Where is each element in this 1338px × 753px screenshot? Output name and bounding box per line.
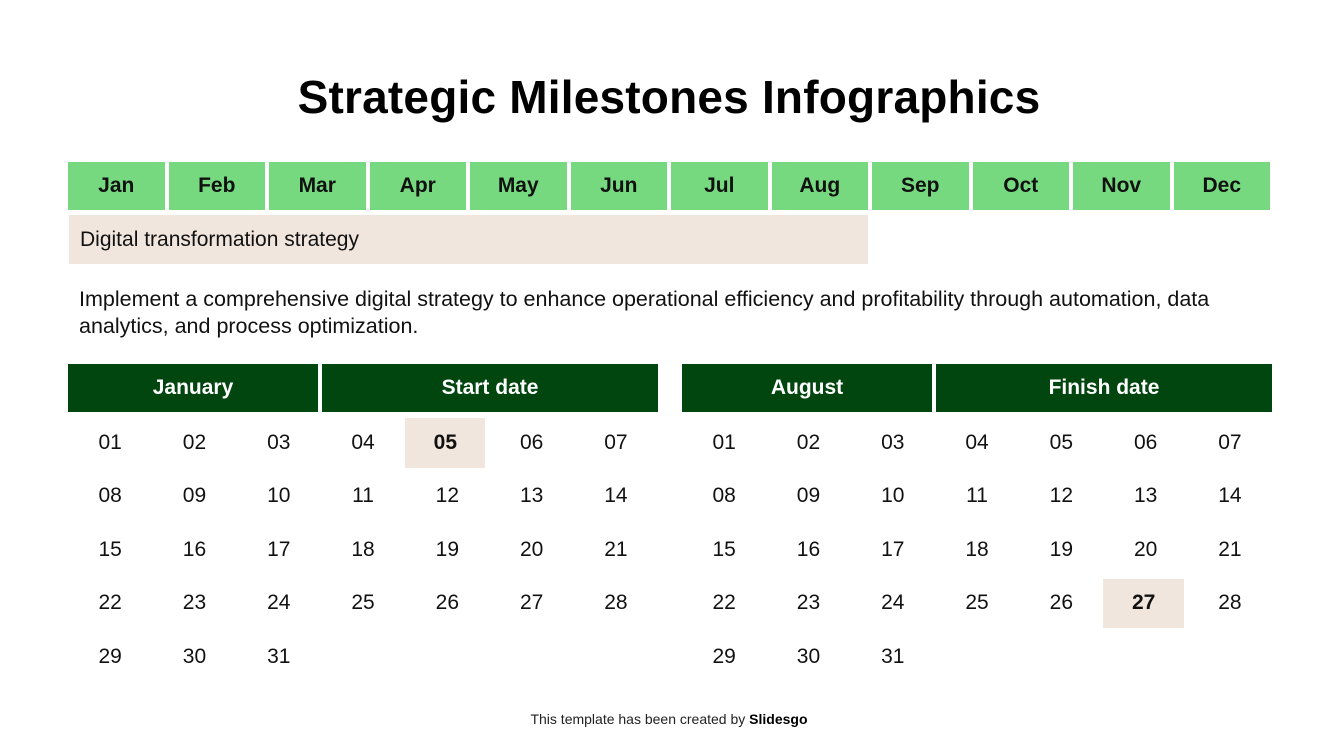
calendar-day: 23 — [182, 591, 207, 615]
calendar-day: 04 — [351, 430, 375, 454]
calendar-day: 18 — [965, 537, 989, 561]
calendar-day: 09 — [796, 484, 821, 508]
calendar-day: 13 — [1133, 484, 1158, 508]
calendar-day: 08 — [98, 484, 122, 508]
calendar-day: 29 — [98, 644, 122, 668]
calendar-day: 10 — [881, 484, 905, 508]
calendar-day: 30 — [796, 644, 821, 668]
month-cell-jul: Jul — [671, 162, 768, 210]
month-cell-oct: Oct — [972, 162, 1069, 210]
calendar-day: 21 — [1218, 537, 1242, 561]
calendar-day: 24 — [881, 591, 905, 615]
calendar-day: 01 — [98, 430, 122, 454]
calendar-grid: 01 02 03 04 05 06 07 08 09 10 11 12 13 14 15 16 17 18 19 20… — [68, 416, 658, 684]
timeline-bar: Digital transformation strategy — [69, 215, 868, 264]
calendar-day: 11 — [352, 484, 374, 508]
calendar-day: 14 — [604, 484, 628, 508]
calendar-month-name: August — [682, 364, 932, 412]
calendar-day: 16 — [796, 537, 821, 561]
month-cell-may: May — [470, 162, 567, 210]
calendar-day: 10 — [267, 484, 291, 508]
calendar-day: 08 — [712, 484, 736, 508]
footer-prefix: This template has been created by — [530, 711, 750, 727]
month-cell-apr: Apr — [369, 162, 466, 210]
calendar-day: 05 — [1049, 430, 1074, 454]
calendar-day: 26 — [435, 591, 460, 615]
calendar-grid: 01 02 03 04 05 06 07 08 09 10 11 12 13 14 15 16 17 18 19 20… — [682, 416, 1272, 684]
calendar-day: 31 — [881, 644, 905, 668]
calendar-day: 22 — [98, 591, 122, 615]
calendar-day-highlighted: 05 — [405, 418, 486, 468]
calendar-day: 02 — [796, 430, 821, 454]
calendar-day: 04 — [965, 430, 989, 454]
month-cell-feb: Feb — [168, 162, 265, 210]
month-cell-dec: Dec — [1173, 162, 1270, 210]
calendar-day: 28 — [604, 591, 628, 615]
calendar-day: 01 — [712, 430, 736, 454]
calendar-day: 28 — [1218, 591, 1242, 615]
month-timeline: Jan Feb Mar Apr May Jun Jul Aug Sep Oct … — [68, 162, 1270, 210]
calendar-day: 20 — [1133, 537, 1158, 561]
calendar-day: 11 — [966, 484, 988, 508]
calendar-label: Finish date — [936, 364, 1272, 412]
calendar-day: 13 — [519, 484, 544, 508]
calendar-day: 21 — [604, 537, 628, 561]
footer-credit: This template has been created by Slides… — [0, 711, 1338, 727]
calendar-day: 15 — [712, 537, 736, 561]
calendar-day: 15 — [98, 537, 122, 561]
month-cell-mar: Mar — [269, 162, 366, 210]
description: Implement a comprehensive digital strate… — [79, 287, 1210, 338]
calendar-day: 25 — [351, 591, 375, 615]
calendar-day-highlighted: 27 — [1103, 578, 1184, 628]
calendar-day: 18 — [351, 537, 375, 561]
calendar-day: 19 — [1049, 537, 1074, 561]
calendar-day: 20 — [519, 537, 544, 561]
calendar-day: 03 — [267, 430, 291, 454]
calendar-month-name: January — [68, 364, 318, 412]
page-title: Strategic Milestones Infographics — [297, 71, 1041, 123]
calendar-day: 30 — [182, 644, 207, 668]
calendar-day: 02 — [182, 430, 207, 454]
calendar-day: 12 — [435, 484, 460, 508]
calendar-day: 22 — [712, 591, 736, 615]
calendar-finish: August Finish date 01 02 03 04 05 06 07 08 09 10 1… — [682, 364, 1272, 684]
calendar-day: 03 — [881, 430, 905, 454]
month-cell-jan: Jan — [68, 162, 165, 210]
calendar-day: 07 — [604, 430, 628, 454]
calendar-day: 24 — [267, 591, 291, 615]
calendar-day: 12 — [1049, 484, 1074, 508]
calendar-day: 29 — [712, 644, 736, 668]
calendar-day: 06 — [519, 430, 544, 454]
month-cell-sep: Sep — [872, 162, 969, 210]
timeline-bar-label: Digital transformation strategy — [80, 227, 359, 251]
calendar-day: 25 — [965, 591, 989, 615]
month-cell-jun: Jun — [570, 162, 667, 210]
calendar-label: Start date — [322, 364, 658, 412]
calendar-day: 23 — [796, 591, 821, 615]
calendar-day: 17 — [267, 537, 291, 561]
calendar-day: 16 — [182, 537, 207, 561]
footer-brand: Slidesgo — [749, 711, 808, 727]
calendar-day: 14 — [1218, 484, 1242, 508]
month-cell-aug: Aug — [771, 162, 868, 210]
calendar-day: 17 — [881, 537, 905, 561]
calendar-header: August Finish date — [682, 364, 1272, 412]
calendar-header: January Start date — [68, 364, 658, 412]
calendar-day: 26 — [1049, 591, 1074, 615]
calendar-day: 07 — [1218, 430, 1242, 454]
calendar-day: 31 — [267, 644, 291, 668]
month-cell-nov: Nov — [1073, 162, 1170, 210]
calendar-day: 06 — [1133, 430, 1158, 454]
calendar-day: 27 — [519, 591, 544, 615]
calendar-start: January Start date 01 02 03 04 05 06 07 08 09 10 1… — [68, 364, 658, 684]
calendar-day: 09 — [182, 484, 207, 508]
calendar-day: 19 — [435, 537, 460, 561]
